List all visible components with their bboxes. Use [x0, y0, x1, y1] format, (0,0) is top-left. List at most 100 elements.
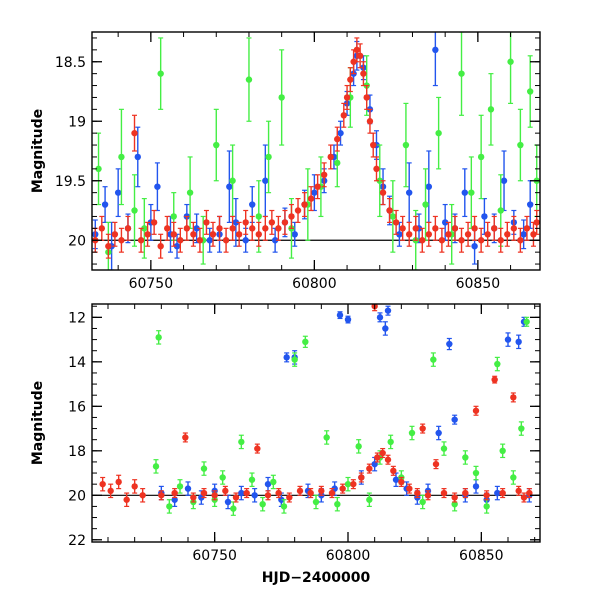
data-point: [318, 487, 325, 495]
series-1: [95, 32, 540, 270]
data-point: [344, 480, 352, 488]
data-point: [323, 434, 330, 441]
data-point: [517, 237, 524, 244]
data-point: [500, 177, 508, 184]
data-point: [302, 338, 309, 346]
data-point: [337, 129, 344, 137]
y-tick-label: 12: [68, 310, 86, 326]
data-point: [445, 231, 452, 238]
data-point: [419, 425, 426, 432]
data-point: [99, 480, 106, 488]
data-point: [451, 494, 458, 501]
data-point: [468, 189, 475, 196]
data-point: [363, 94, 370, 101]
data-point: [95, 165, 102, 173]
data-point: [424, 492, 432, 499]
data-point: [254, 445, 261, 452]
data-point: [435, 429, 442, 437]
x-tick-label: 60750: [192, 548, 237, 564]
data-point: [137, 237, 145, 244]
data-point: [131, 207, 138, 214]
top-panel: 60750 60800 60850 18.5 19 19.5 20 Magnitude: [30, 31, 541, 292]
y-tick-label: 20: [68, 488, 86, 504]
x-tick-label: 60850: [456, 276, 501, 292]
data-point: [134, 153, 141, 161]
data-point: [451, 500, 458, 508]
data-point: [526, 201, 534, 208]
data-point: [499, 447, 506, 455]
data-point: [164, 225, 171, 232]
data-point: [462, 489, 469, 497]
data-point: [440, 489, 448, 497]
data-point: [270, 478, 277, 486]
y-tick-label: 16: [68, 399, 86, 415]
data-point: [477, 237, 485, 244]
y-axis-title: Magnitude: [30, 109, 46, 193]
data-point: [392, 219, 400, 226]
bottom-panel: 60750 60800 60850 12 14 16 18 20 22 Magnitude HJD−…: [30, 303, 541, 586]
x-tick-label: 60800: [326, 548, 371, 564]
data-point: [190, 494, 197, 501]
data-point: [131, 129, 138, 137]
data-point: [196, 237, 204, 244]
data-point: [307, 489, 314, 497]
data-point: [255, 213, 262, 220]
data-point: [458, 237, 465, 244]
data-point: [283, 354, 290, 361]
data-point: [518, 425, 525, 432]
data-point: [523, 318, 530, 325]
data-point: [406, 485, 413, 492]
data-point: [123, 496, 130, 503]
data-point: [471, 243, 478, 250]
data-point: [356, 52, 364, 59]
data-point: [510, 225, 518, 232]
data-point: [471, 225, 478, 232]
data-point: [408, 429, 416, 437]
data-point: [294, 207, 302, 214]
x-tick-label: 60800: [292, 276, 337, 292]
data-point: [435, 129, 442, 137]
data-point: [327, 153, 334, 161]
y-tick-label: 19: [68, 114, 86, 130]
data-point: [461, 189, 468, 196]
data-point: [200, 465, 208, 472]
data-point: [186, 189, 194, 196]
data-point: [312, 498, 320, 506]
data-point: [101, 201, 109, 208]
data-point: [158, 492, 165, 499]
data-point: [343, 94, 351, 101]
data-point: [422, 201, 429, 208]
data-point: [419, 237, 426, 244]
data-point: [520, 231, 527, 238]
data-point: [320, 171, 328, 178]
data-point: [336, 311, 344, 319]
data-point: [405, 231, 413, 238]
data-point: [358, 474, 365, 481]
plot-frame: [91, 31, 541, 271]
data-point: [200, 489, 208, 497]
data-point: [440, 445, 448, 452]
data-point: [497, 237, 504, 244]
data-point: [376, 177, 383, 184]
data-point: [177, 237, 184, 244]
data-point: [355, 443, 362, 450]
data-point: [462, 454, 469, 461]
data-point: [249, 201, 256, 208]
data-point: [526, 88, 534, 95]
y-axis-title: Magnitude: [30, 381, 46, 465]
data-point: [366, 465, 373, 472]
data-point: [118, 237, 125, 244]
data-point: [379, 449, 386, 457]
data-point: [344, 316, 352, 323]
data-point: [291, 231, 298, 238]
data-point: [209, 231, 217, 238]
data-point: [396, 231, 403, 238]
data-point: [275, 225, 282, 232]
data-point: [111, 231, 119, 238]
data-point: [472, 469, 480, 477]
data-point: [374, 454, 381, 461]
data-point: [235, 231, 243, 238]
data-point: [251, 492, 258, 499]
data-point: [262, 177, 269, 184]
data-point: [458, 70, 465, 77]
